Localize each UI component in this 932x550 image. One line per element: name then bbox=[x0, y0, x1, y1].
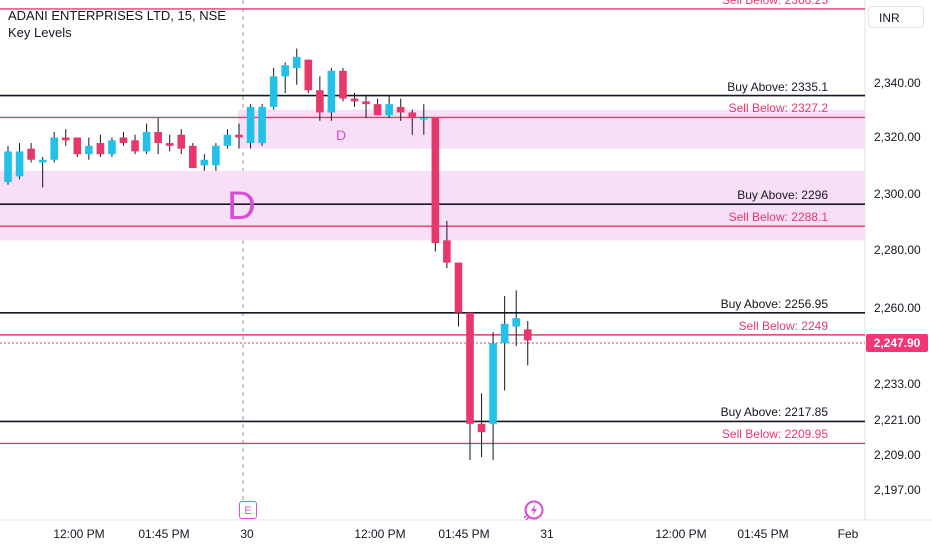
candle-up bbox=[246, 106, 255, 144]
buy-level-label: Buy Above: 2296 bbox=[737, 188, 828, 203]
sell-level-label: Sell Below: 2249 bbox=[738, 318, 828, 333]
price-axis-tick: 2,221.00 bbox=[874, 413, 921, 427]
time-axis-tick: 30 bbox=[240, 527, 254, 541]
time-axis-tick: 31 bbox=[540, 527, 554, 541]
candle-down bbox=[119, 137, 128, 144]
candle-down bbox=[477, 423, 486, 433]
time-axis-tick: 01:45 PM bbox=[737, 527, 789, 541]
indicator-name[interactable]: Key Levels bbox=[8, 25, 72, 40]
candle-up bbox=[4, 151, 12, 182]
candle-down bbox=[408, 112, 417, 119]
candle-up bbox=[489, 343, 497, 424]
demand-zone bbox=[238, 109, 865, 149]
candle-down bbox=[304, 59, 313, 91]
sell-level-label: Sell Below: 2288.1 bbox=[728, 210, 828, 225]
candle-up bbox=[269, 76, 278, 107]
currency-selector[interactable]: INR bbox=[868, 6, 924, 28]
candle-down bbox=[96, 143, 105, 155]
candle-up bbox=[327, 70, 336, 113]
price-axis-tick: 2,197.00 bbox=[874, 483, 921, 497]
sell-level-label: Sell Below: 2366.25 bbox=[722, 0, 828, 7]
time-axis-tick: 12:00 PM bbox=[655, 527, 707, 541]
candle-up bbox=[142, 131, 151, 152]
price-axis-tick: 2,320.00 bbox=[874, 130, 921, 144]
time-axis-tick: Feb bbox=[837, 527, 859, 541]
candle-down bbox=[235, 134, 243, 138]
candle-down bbox=[165, 143, 174, 146]
candle-down bbox=[339, 70, 347, 99]
candle-up bbox=[512, 318, 520, 327]
candle-up bbox=[500, 323, 509, 344]
price-axis-tick: 2,260.00 bbox=[874, 301, 921, 315]
candle-down bbox=[523, 329, 532, 341]
candle-down bbox=[454, 262, 463, 313]
candle-down bbox=[73, 137, 82, 155]
candle-down bbox=[350, 98, 359, 102]
candle-up bbox=[200, 159, 209, 166]
candle-up bbox=[50, 137, 58, 160]
current-price-tag: 2,247.90 bbox=[866, 334, 928, 352]
time-axis-tick: 01:45 PM bbox=[438, 527, 490, 541]
candle-up bbox=[108, 140, 116, 155]
dividend-icon[interactable] bbox=[523, 499, 545, 521]
candle-up bbox=[420, 118, 428, 120]
candle-down bbox=[443, 240, 451, 263]
candlestick-series bbox=[4, 48, 532, 460]
candle-down bbox=[131, 140, 139, 152]
sell-level-label: Sell Below: 2327.2 bbox=[728, 101, 828, 116]
candle-up bbox=[85, 145, 93, 155]
candle-up bbox=[223, 134, 232, 146]
time-axis-tick: 01:45 PM bbox=[138, 527, 190, 541]
time-axis-tick: 12:00 PM bbox=[354, 527, 406, 541]
candle-down bbox=[27, 148, 35, 160]
candle-up bbox=[292, 56, 301, 68]
candle-down bbox=[373, 104, 382, 116]
buy-level-label: Buy Above: 2256.95 bbox=[720, 296, 828, 311]
candle-down bbox=[177, 134, 186, 149]
symbol-title[interactable]: ADANI ENTERPRISES LTD, 15, NSE bbox=[8, 8, 226, 23]
candle-down bbox=[154, 131, 162, 144]
candle-up bbox=[258, 106, 266, 144]
candle-down bbox=[431, 118, 440, 244]
candle-down bbox=[316, 90, 324, 113]
candle-up bbox=[212, 145, 220, 166]
candle-up bbox=[385, 104, 393, 116]
price-axis-tick: 2,280.00 bbox=[874, 243, 921, 257]
zone-label: D bbox=[227, 184, 256, 228]
earnings-icon[interactable]: E bbox=[239, 501, 257, 519]
price-axis-tick: 2,300.00 bbox=[874, 187, 921, 201]
candle-down bbox=[396, 106, 405, 113]
candle-up bbox=[15, 151, 24, 177]
price-axis-tick: 2,340.00 bbox=[874, 76, 921, 90]
price-axis-tick: 2,233.00 bbox=[874, 377, 921, 391]
buy-level-label: Buy Above: 2335.1 bbox=[727, 79, 828, 94]
candle-down bbox=[61, 137, 70, 141]
price-axis-tick: 2,209.00 bbox=[874, 448, 921, 462]
candle-down bbox=[466, 312, 474, 424]
candle-up bbox=[38, 159, 47, 163]
candle-up bbox=[281, 65, 289, 77]
zone-label: D bbox=[336, 127, 347, 143]
buy-level-label: Buy Above: 2217.85 bbox=[720, 405, 828, 420]
time-axis-tick: 12:00 PM bbox=[53, 527, 105, 541]
sell-level-label: Sell Below: 2209.95 bbox=[721, 427, 828, 442]
candle-down bbox=[189, 145, 197, 169]
candle-down bbox=[362, 101, 370, 105]
